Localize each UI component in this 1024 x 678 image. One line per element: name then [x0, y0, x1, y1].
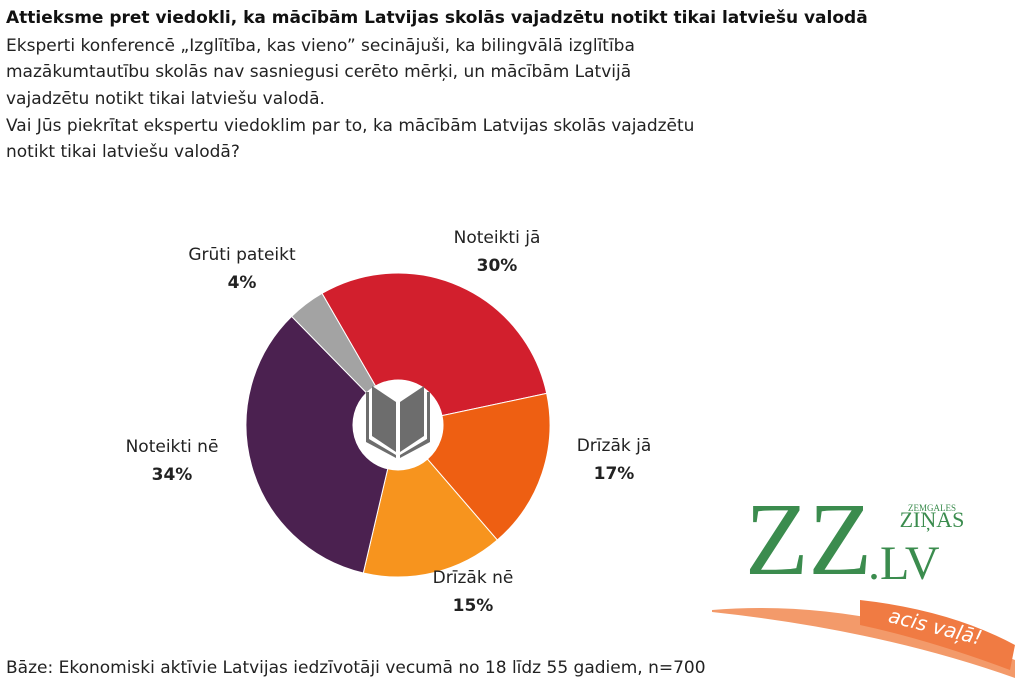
- category-label: Grūti pateikt: [188, 245, 296, 265]
- value-label: 30%: [477, 256, 518, 276]
- value-label: 4%: [228, 273, 257, 293]
- logo-mark: ZZ: [745, 482, 872, 597]
- subtitle-line: Vai Jūs piekrītat ekspertu viedoklim par…: [6, 116, 694, 136]
- logo-band: [860, 600, 1015, 670]
- category-label: Noteikti jā: [454, 228, 541, 248]
- logo: ZZ .LV ZEMGALES ZIŅAS acis vaļā!: [712, 482, 1015, 678]
- value-label: 15%: [453, 596, 494, 616]
- logo-domain: .LV: [868, 537, 940, 590]
- logo-name-top: ZEMGALES: [908, 503, 956, 513]
- subtitle-line: vajadzētu notikt tikai latviešu valodā.: [6, 89, 325, 109]
- value-label: 17%: [594, 464, 635, 484]
- category-label: Drīzāk nē: [433, 568, 514, 588]
- subtitle-line: notikt tikai latviešu valodā?: [6, 142, 240, 162]
- logo-name-bottom: ZIŅAS: [900, 507, 965, 532]
- chart-title: Attieksme pret viedokli, ka mācībām Latv…: [6, 8, 868, 28]
- footnote: Bāze: Ekonomiski aktīvie Latvijas iedzīv…: [6, 658, 706, 678]
- subtitle-line: Eksperti konferencē „Izglītība, kas vien…: [6, 36, 635, 56]
- category-label: Drīzāk jā: [577, 436, 652, 456]
- book-icon: [366, 386, 430, 458]
- category-label: Noteikti nē: [126, 437, 219, 457]
- subtitle-line: mazākumtautību skolās nav sasniegusi cer…: [6, 62, 631, 82]
- value-label: 34%: [152, 465, 193, 485]
